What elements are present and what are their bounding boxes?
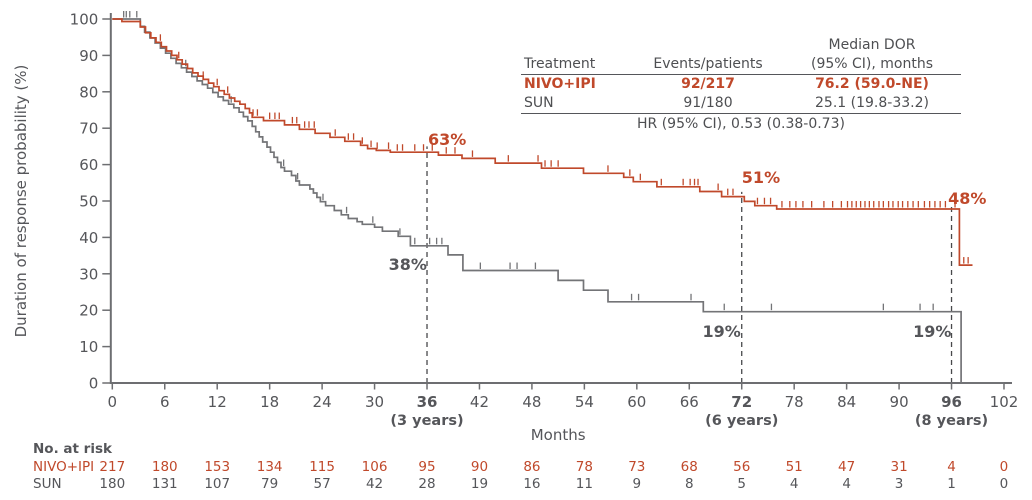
y-tick-label-40: 40 <box>79 229 98 247</box>
annotation-48pct-at-98: 48% <box>948 189 986 208</box>
at-risk-count-sun-96: 1 <box>947 476 956 492</box>
at-risk-count-nivo-ipi-30: 106 <box>362 459 388 475</box>
at-risk-count-sun-12: 107 <box>204 476 230 492</box>
x-tick-label-54: 54 <box>575 393 594 411</box>
at-risk-count-nivo-ipi-60: 73 <box>628 459 645 475</box>
at-risk-count-nivo-ipi-66: 68 <box>681 459 698 475</box>
x-tick-label-84: 84 <box>837 393 856 411</box>
at-risk-count-sun-6: 131 <box>152 476 178 492</box>
at-risk-count-nivo-ipi-6: 180 <box>152 459 178 475</box>
x-tick-label-72: 72 <box>731 393 752 411</box>
annotation-63pct-at-38: 63% <box>428 130 466 149</box>
at-risk-count-nivo-ipi-102: 0 <box>1000 459 1009 475</box>
at-risk-count-nivo-ipi-96: 4 <box>947 459 956 475</box>
at-risk-count-sun-18: 79 <box>261 476 278 492</box>
x-tick-label-96: 96 <box>941 393 962 411</box>
x-tick-label-66: 66 <box>680 393 699 411</box>
nivo-ipi-median-dor: 76.2 (59.0-NE) <box>815 76 929 92</box>
at-risk-count-nivo-ipi-12: 153 <box>204 459 230 475</box>
sun-events-patients: 91/180 <box>683 95 733 111</box>
y-tick-label-100: 100 <box>70 11 99 29</box>
at-risk-count-sun-48: 16 <box>523 476 540 492</box>
x-tick-label-48: 48 <box>522 393 541 411</box>
y-axis-title: Duration of response probability (%) <box>12 65 30 338</box>
at-risk-count-sun-36: 28 <box>418 476 435 492</box>
summary-col-events-patients: Events/patients <box>653 56 763 72</box>
annotation-19pct-at-94: 19% <box>913 322 951 341</box>
y-tick-label-0: 0 <box>89 375 99 393</box>
at-risk-count-nivo-ipi-48: 86 <box>523 459 540 475</box>
at-risk-count-sun-78: 4 <box>790 476 799 492</box>
at-risk-count-nivo-ipi-78: 51 <box>786 459 803 475</box>
at-risk-count-sun-0: 180 <box>99 476 125 492</box>
x-tick-label-78: 78 <box>785 393 804 411</box>
x-tick-label-60: 60 <box>627 393 646 411</box>
x-tick-label-90: 90 <box>890 393 909 411</box>
y-tick-label-90: 90 <box>79 47 98 65</box>
x-axis-title: Months <box>531 426 586 444</box>
curve-nivo-ipi <box>112 18 973 266</box>
at-risk-count-nivo-ipi-24: 115 <box>309 459 335 475</box>
at-risk-count-sun-42: 19 <box>471 476 488 492</box>
y-tick-label-70: 70 <box>79 120 98 138</box>
annotation-51pct-at-74: 51% <box>742 168 780 187</box>
at-risk-count-sun-30: 42 <box>366 476 383 492</box>
x-tick-label-24: 24 <box>313 393 332 411</box>
summary-header-row-1: Median DOR <box>521 36 961 55</box>
at-risk-count-sun-90: 3 <box>895 476 904 492</box>
x-tick-sublabel-96: (8 years) <box>915 413 988 429</box>
at-risk-count-nivo-ipi-36: 95 <box>418 459 435 475</box>
at-risk-count-sun-66: 8 <box>685 476 694 492</box>
summary-col-treatment: Treatment <box>524 56 596 72</box>
at-risk-count-sun-72: 5 <box>737 476 746 492</box>
at-risk-count-nivo-ipi-42: 90 <box>471 459 488 475</box>
at-risk-count-sun-60: 9 <box>633 476 642 492</box>
x-tick-sublabel-36: (3 years) <box>390 413 463 429</box>
x-tick-label-30: 30 <box>365 393 384 411</box>
at-risk-label-sun: SUN <box>33 476 62 492</box>
x-tick-label-12: 12 <box>208 393 227 411</box>
curve-sun <box>112 18 1004 384</box>
sun-treatment-label: SUN <box>524 95 554 111</box>
y-tick-label-20: 20 <box>79 302 98 320</box>
at-risk-count-nivo-ipi-0: 217 <box>99 459 125 475</box>
x-tick-label-36: 36 <box>417 393 438 411</box>
summary-header-row-2: Treatment Events/patients (95% CI), mont… <box>521 55 961 75</box>
y-tick-label-60: 60 <box>79 156 98 174</box>
x-tick-label-0: 0 <box>108 393 118 411</box>
x-tick-sublabel-72: (6 years) <box>705 413 778 429</box>
sun-median-dor: 25.1 (19.8-33.2) <box>815 95 929 111</box>
at-risk-count-sun-54: 11 <box>576 476 593 492</box>
at-risk-count-nivo-ipi-90: 31 <box>890 459 907 475</box>
summary-row-sun: SUN 91/180 25.1 (19.8-33.2) <box>521 94 961 114</box>
at-risk-count-sun-102: 0 <box>1000 476 1009 492</box>
at-risk-count-nivo-ipi-18: 134 <box>257 459 283 475</box>
at-risk-count-nivo-ipi-72: 56 <box>733 459 750 475</box>
annotation-38pct-at-34: 38% <box>389 255 427 274</box>
x-tick-label-102: 102 <box>990 393 1019 411</box>
y-tick-label-30: 30 <box>79 265 98 283</box>
at-risk-label-nivo-ipi: NIVO+IPI <box>33 459 94 475</box>
nivo-ipi-treatment-label: NIVO+IPI <box>524 76 596 92</box>
at-risk-count-nivo-ipi-54: 78 <box>576 459 593 475</box>
summary-table: Median DOR Treatment Events/patients (95… <box>521 36 961 134</box>
x-tick-label-18: 18 <box>260 393 279 411</box>
y-tick-label-10: 10 <box>79 338 98 356</box>
annotation-19pct-at-70: 19% <box>702 322 740 341</box>
at-risk-count-sun-24: 57 <box>314 476 331 492</box>
x-tick-label-6: 6 <box>160 393 170 411</box>
y-tick-label-50: 50 <box>79 193 98 211</box>
y-tick-label-80: 80 <box>79 83 98 101</box>
at-risk-count-sun-84: 4 <box>842 476 851 492</box>
summary-row-nivo-ipi: NIVO+IPI 92/217 76.2 (59.0-NE) <box>521 75 961 94</box>
summary-header-median-dor: Median DOR <box>828 37 916 53</box>
hazard-ratio-text: HR (95% CI), 0.53 (0.38-0.73) <box>637 116 845 132</box>
at-risk-title: No. at risk <box>33 441 113 457</box>
at-risk-count-nivo-ipi-84: 47 <box>838 459 855 475</box>
nivo-ipi-events-patients: 92/217 <box>681 76 735 92</box>
summary-col-ci-months: (95% CI), months <box>810 56 934 72</box>
x-tick-label-42: 42 <box>470 393 489 411</box>
